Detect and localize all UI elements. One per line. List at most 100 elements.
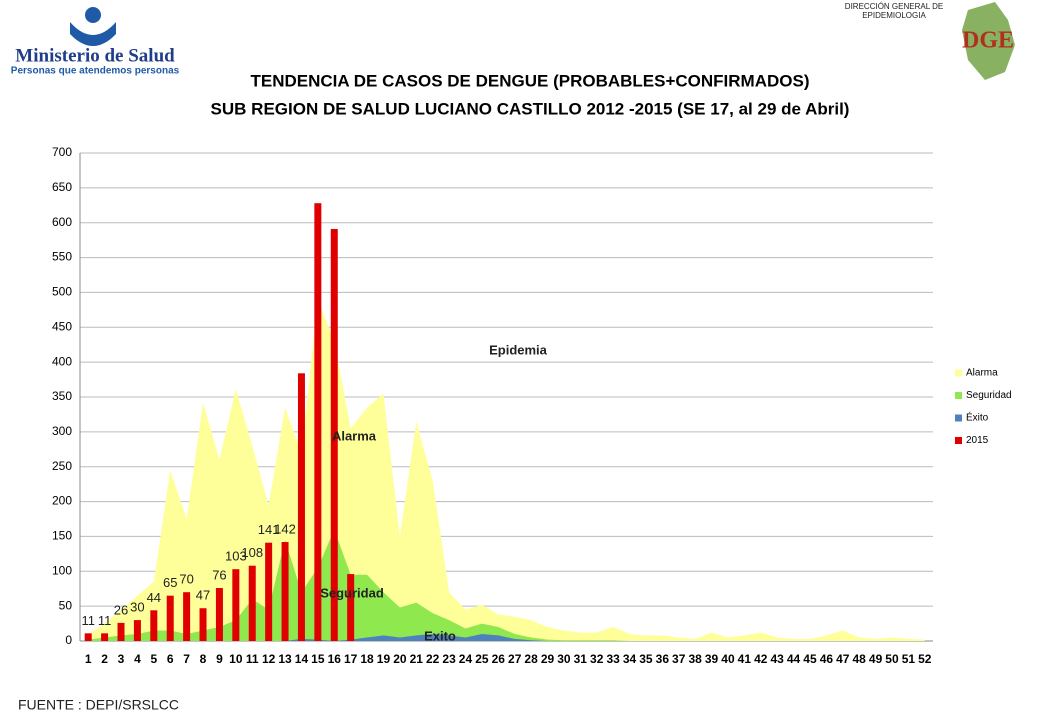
bar: [281, 542, 289, 641]
bar: [101, 633, 109, 641]
y-tick-label: 450: [52, 319, 72, 333]
agency-logo: DGE: [962, 2, 1015, 80]
ministry-name: Ministerio de Salud: [15, 45, 175, 66]
x-tick-label: 30: [557, 652, 571, 666]
legend-label: Seguridad: [966, 390, 1012, 401]
bar: [117, 622, 125, 641]
x-tick-label: 31: [574, 652, 588, 666]
data-label: 141: [258, 522, 280, 537]
x-tick-label: 35: [639, 652, 653, 666]
data-label: 103: [225, 549, 247, 564]
bar: [330, 228, 338, 641]
x-tick-label: 19: [377, 652, 391, 666]
x-tick-label: 39: [705, 652, 719, 666]
legend-swatch: [955, 437, 962, 444]
x-tick-label: 37: [672, 652, 686, 666]
x-tick-label: 43: [770, 652, 784, 666]
annotation: Exito: [424, 628, 456, 643]
x-tick-label: 9: [216, 652, 223, 666]
bar: [215, 588, 223, 641]
chart-subtitle: SUB REGION DE SALUD LUCIANO CASTILLO 201…: [211, 99, 850, 118]
data-label: 26: [114, 602, 128, 617]
x-tick-label: 40: [721, 652, 735, 666]
legend-label: Éxito: [966, 411, 989, 424]
x-tick-label: 11: [246, 652, 259, 666]
x-tick-label: 8: [200, 652, 207, 666]
footer-source: FUENTE : DEPI/SRSLCC: [18, 697, 179, 713]
bar: [84, 633, 92, 641]
x-tick-label: 23: [442, 652, 456, 666]
ministry-logo: [70, 7, 116, 46]
data-label: 76: [212, 567, 226, 582]
agency-line: EPIDEMIOLOGIA: [862, 11, 926, 20]
x-tick-label: 15: [311, 652, 325, 666]
bar: [183, 592, 191, 641]
data-label: 65: [163, 575, 177, 590]
bar: [133, 620, 141, 641]
bar: [199, 608, 207, 641]
y-tick-label: 300: [52, 424, 72, 438]
y-tick-label: 250: [52, 459, 72, 473]
agency-logo-text: DGE: [962, 28, 1014, 54]
x-tick-label: 44: [787, 652, 801, 666]
x-tick-label: 22: [426, 652, 440, 666]
y-tick-label: 600: [52, 215, 72, 229]
x-tick-label: 7: [183, 652, 190, 666]
x-tick-label: 32: [590, 652, 604, 666]
data-label: 11: [98, 613, 112, 628]
x-tick-label: 21: [410, 652, 424, 666]
data-label: 11: [81, 613, 95, 628]
data-label: 30: [130, 600, 144, 615]
y-tick-label: 650: [52, 180, 72, 194]
x-tick-label: 33: [606, 652, 620, 666]
x-tick-label: 5: [150, 652, 157, 666]
x-tick-label: 13: [278, 652, 292, 666]
bar: [166, 595, 174, 641]
legend-swatch: [955, 414, 962, 422]
x-tick-label: 14: [295, 652, 309, 666]
y-tick-label: 350: [52, 389, 72, 403]
y-tick-label: 700: [52, 145, 72, 159]
y-tick-label: 550: [52, 250, 72, 264]
y-tick-label: 400: [52, 354, 72, 368]
x-tick-label: 10: [229, 652, 243, 666]
annotations: Epidemia Alarma Seguridad Exito: [320, 342, 547, 643]
area: [88, 529, 925, 641]
x-tick-label: 28: [524, 652, 538, 666]
x-tick-label: 3: [118, 652, 125, 666]
plot: 0501001502002503003504004505005506006507…: [52, 145, 1012, 666]
x-tick-label: 42: [754, 652, 768, 666]
x-tick-label: 25: [475, 652, 489, 666]
y-tick-label: 150: [52, 529, 72, 543]
x-tick-label: 50: [885, 652, 899, 666]
legend-label: Alarma: [966, 368, 998, 379]
y-tick-label: 0: [65, 633, 72, 647]
x-tick-label: 29: [541, 652, 555, 666]
x-tick-label: 45: [803, 652, 817, 666]
y-tick-label: 500: [52, 285, 72, 299]
x-tick-label: 1: [85, 652, 92, 666]
bar: [232, 569, 240, 641]
x-tick-label: 38: [688, 652, 702, 666]
x-tick-label: 36: [656, 652, 670, 666]
bar: [297, 373, 305, 641]
bar: [347, 574, 355, 641]
area: [88, 299, 925, 641]
x-tick-label: 52: [918, 652, 932, 666]
x-tick-label: 17: [344, 652, 358, 666]
legend-label: 2015: [966, 435, 989, 446]
data-label: 47: [196, 588, 210, 603]
data-label: 44: [147, 590, 161, 605]
x-tick-label: 48: [853, 652, 867, 666]
x-tick-label: 6: [167, 652, 174, 666]
data-label: 70: [179, 572, 193, 587]
x-tick-label: 16: [328, 652, 342, 666]
data-label: 108: [241, 545, 263, 560]
x-tick-label: 2: [101, 652, 108, 666]
chart-title: TENDENCIA DE CASOS DE DENGUE (PROBABLES+…: [251, 71, 810, 90]
x-tick-label: 26: [492, 652, 506, 666]
x-tick-label: 34: [623, 652, 637, 666]
y-tick-label: 200: [52, 494, 72, 508]
x-tick-label: 24: [459, 652, 473, 666]
x-tick-label: 46: [820, 652, 834, 666]
